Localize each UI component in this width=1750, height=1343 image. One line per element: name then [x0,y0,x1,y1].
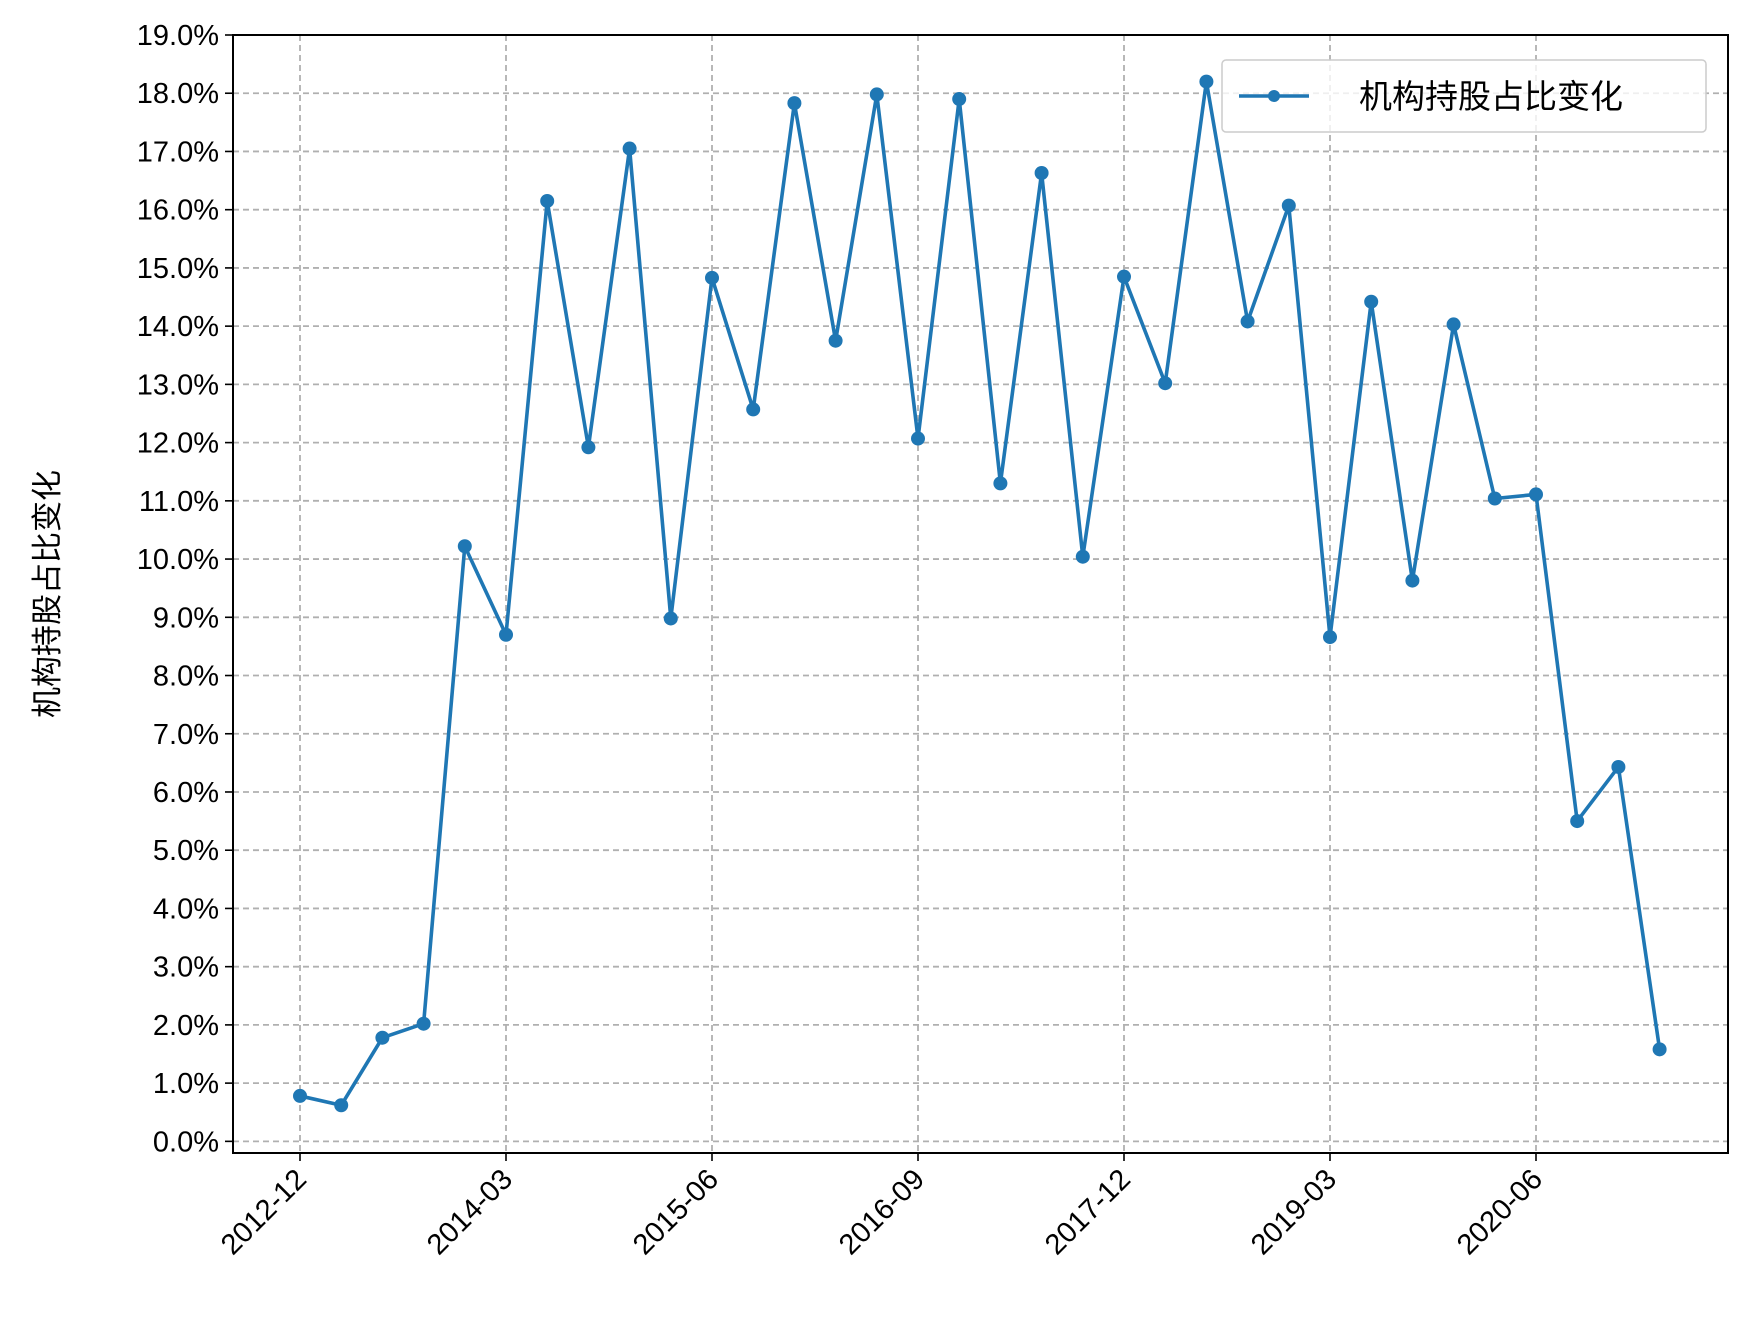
y-tick-label: 10.0% [137,544,219,576]
data-point [1529,487,1543,502]
legend: 机构持股占比变化 [1221,59,1707,133]
data-point [1281,198,1296,213]
data-point [499,627,513,642]
data-point [416,1016,431,1031]
y-axis-ticks: 0.0% 1.0% 2.0% 3.0% 4.0% 5.0% 6.0% 7.0% 8.0% 9.0%… [137,20,233,1158]
data-point [1652,1042,1667,1057]
y-tick-label: 2.0% [153,1010,219,1042]
data-point [869,87,884,102]
data-point [457,539,472,554]
y-tick-label: 11.0% [139,486,219,518]
y-tick-label: 18.0% [137,78,219,110]
data-point [622,141,637,156]
legend-box [1221,59,1707,133]
data-point [1240,314,1255,329]
data-point [1611,759,1626,774]
data-point [911,431,925,446]
data-point [1487,491,1502,506]
legend-label: 机构持股占比变化 [1359,77,1623,116]
data-point [787,96,802,111]
y-tick-label: 1.0% [153,1068,219,1100]
y-tick-label: 19.0% [137,20,219,52]
data-point [663,611,678,626]
data-point [952,92,967,107]
y-tick-label: 8.0% [153,661,219,693]
data-point [1364,294,1379,309]
y-tick-label: 0.0% [153,1126,219,1158]
y-tick-label: 12.0% [137,428,219,460]
data-point [540,193,555,208]
data-point [1570,814,1585,829]
plot-frame [232,34,1729,1154]
data-point [375,1030,390,1045]
data-point [828,333,843,348]
y-tick-label: 14.0% [137,311,219,343]
data-point [1158,376,1173,391]
data-point [1075,549,1090,564]
data-point [334,1098,349,1113]
y-tick-label: 16.0% [137,195,219,227]
data-point [1199,74,1214,89]
data-point [993,476,1008,491]
grid [233,34,1728,1153]
y-tick-label: 4.0% [153,893,219,925]
y-tick-label: 17.0% [137,136,219,168]
data-point [746,402,761,417]
y-tick-label: 13.0% [137,369,219,401]
data-point [293,1088,307,1103]
series-group [293,74,1667,1113]
data-point [581,440,596,455]
data-point [1446,317,1461,332]
data-point [1117,269,1131,284]
data-point [1405,573,1420,588]
data-point [1323,630,1337,645]
y-tick-label: 3.0% [153,952,219,984]
series-line [299,79,1662,1108]
y-tick-label: 9.0% [153,602,219,634]
y-tick-label: 5.0% [153,835,219,867]
y-tick-label: 7.0% [153,719,219,751]
data-point [1034,166,1049,181]
legend-point-marker [1268,90,1280,102]
y-tick-label: 15.0% [137,253,219,285]
data-point [705,270,719,285]
y-axis-label: 机构持股占比变化 [30,470,66,718]
y-tick-label: 6.0% [153,777,219,809]
